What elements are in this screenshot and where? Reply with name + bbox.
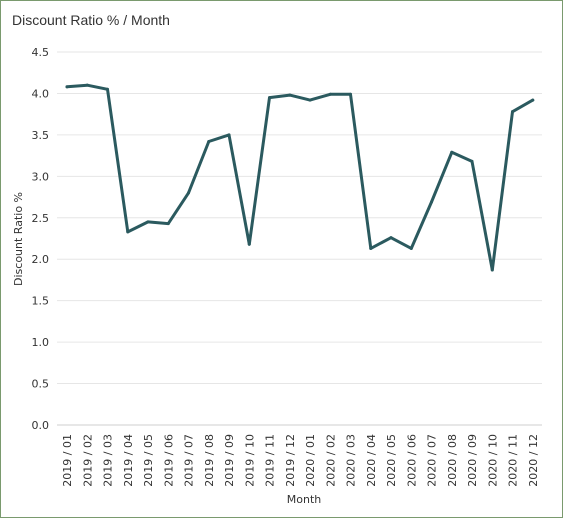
x-tick-label: 2019 / 05	[142, 434, 155, 487]
x-tick-label: 2020 / 02	[324, 434, 337, 487]
data-point	[511, 110, 514, 114]
y-tick-label: 0.0	[32, 419, 50, 432]
data-point	[470, 159, 474, 163]
data-point	[288, 93, 292, 97]
y-tick-label: 3.5	[32, 129, 50, 142]
y-tick-label: 0.5	[32, 378, 50, 391]
y-axis-ticks: 0.0 0.5 1.0 1.5 2.0 2.5 3.0 3.5 4.0 4.5	[32, 46, 50, 432]
x-tick-label: 2020 / 04	[365, 434, 378, 487]
x-tick-label: 2019 / 04	[122, 434, 135, 487]
y-tick-label: 4.0	[32, 87, 50, 100]
x-axis-ticks: 2019 / 01 2019 / 02 2019 / 03 2019 / 04 2019…	[61, 434, 540, 487]
y-tick-label: 2.0	[32, 253, 50, 266]
data-point	[308, 98, 312, 102]
x-tick-label: 2020 / 05	[385, 434, 398, 487]
data-point	[450, 150, 454, 154]
x-tick-label: 2020 / 11	[507, 434, 520, 487]
data-point	[227, 133, 231, 137]
data-point	[187, 191, 190, 195]
data-point	[349, 92, 352, 96]
x-tick-label: 2020 / 12	[527, 434, 540, 487]
y-tick-label: 1.5	[32, 295, 50, 308]
data-point	[247, 242, 251, 246]
data-point	[369, 246, 373, 250]
y-axis-label: Discount Ratio %	[12, 192, 25, 286]
x-tick-label: 2019 / 06	[162, 434, 175, 487]
x-tick-label: 2020 / 08	[446, 434, 459, 487]
x-tick-label: 2020 / 01	[304, 434, 317, 487]
x-tick-label: 2019 / 07	[183, 434, 196, 487]
data-point	[126, 230, 130, 234]
x-tick-label: 2020 / 09	[466, 434, 479, 487]
data-point	[389, 236, 393, 240]
data-point	[146, 220, 150, 224]
data-point	[328, 92, 332, 96]
data-point	[490, 268, 494, 272]
x-axis-label: Month	[287, 493, 322, 506]
x-tick-label: 2019 / 12	[284, 434, 297, 487]
data-point	[531, 98, 535, 102]
x-tick-label: 2019 / 03	[102, 434, 115, 487]
x-tick-label: 2020 / 07	[426, 434, 439, 487]
data-point	[409, 246, 413, 250]
x-tick-label: 2020 / 06	[405, 434, 418, 487]
y-tick-label: 2.5	[32, 212, 50, 225]
series-points	[65, 83, 535, 272]
data-point	[207, 140, 211, 144]
data-point	[268, 96, 271, 100]
data-point	[65, 85, 69, 89]
x-tick-label: 2019 / 10	[243, 434, 256, 487]
x-tick-label: 2020 / 03	[345, 434, 358, 487]
x-tick-label: 2019 / 09	[223, 434, 236, 487]
x-tick-label: 2019 / 08	[203, 434, 216, 487]
chart-title: Discount Ratio % / Month	[12, 12, 170, 28]
y-tick-label: 3.0	[32, 170, 50, 183]
x-tick-label: 2019 / 01	[61, 434, 74, 487]
x-tick-label: 2020 / 10	[486, 434, 499, 487]
y-tick-label: 4.5	[32, 46, 50, 59]
data-point	[85, 83, 89, 87]
grid-lines	[57, 51, 542, 426]
data-point	[430, 200, 433, 204]
x-tick-label: 2019 / 11	[264, 434, 277, 487]
y-tick-label: 1.0	[32, 336, 50, 349]
data-point	[166, 222, 170, 226]
data-point	[106, 87, 109, 91]
series-line	[65, 83, 535, 272]
x-tick-label: 2019 / 02	[81, 434, 94, 487]
